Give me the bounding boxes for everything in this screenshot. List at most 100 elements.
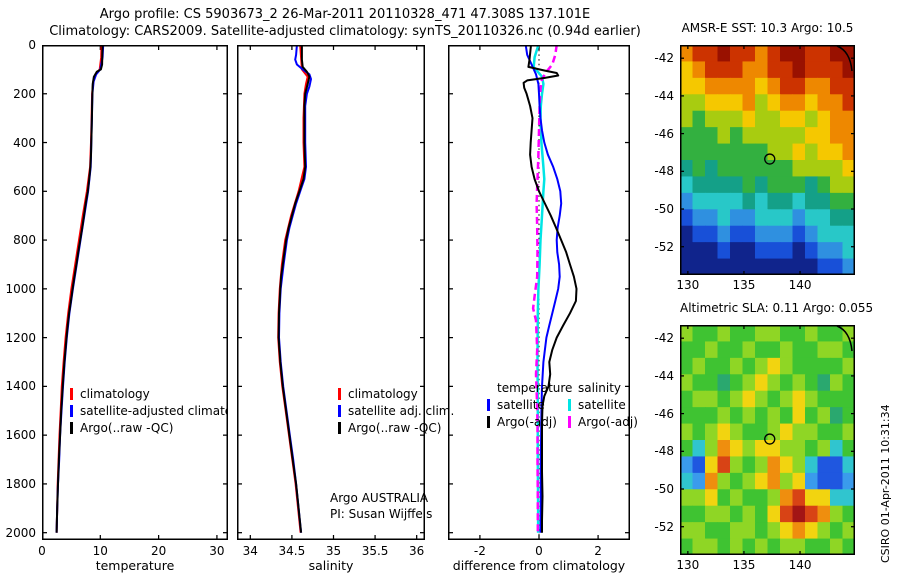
legend-marker xyxy=(70,405,73,417)
heatmap-cell xyxy=(717,258,731,275)
heatmap-cell xyxy=(692,160,706,177)
heatmap-cell xyxy=(842,489,855,507)
heatmap-cell xyxy=(680,341,693,359)
heatmap-cell xyxy=(730,127,743,145)
legend-group-salinity: salinity satellite Argo(-adj) xyxy=(568,380,638,431)
heatmap-cell xyxy=(817,357,831,375)
map-y-tick-label: -52 xyxy=(654,239,674,254)
heatmap-cell xyxy=(755,407,768,425)
heatmap-cell xyxy=(730,143,743,161)
heatmap-cell xyxy=(767,127,781,145)
map-y-tick-label: -44 xyxy=(654,368,674,383)
heatmap-cell xyxy=(792,522,806,540)
heatmap-cell xyxy=(755,440,768,457)
argo-australia-annotation: Argo AUSTRALIA PI: Susan Wijffels xyxy=(330,490,432,522)
heatmap-cell xyxy=(680,489,693,507)
heatmap-cell xyxy=(817,209,831,227)
legend-item: satellite xyxy=(568,397,638,414)
heatmap-cell xyxy=(680,242,693,260)
heatmap-cell xyxy=(755,225,768,243)
heatmap-cell xyxy=(830,225,843,243)
heatmap-cell xyxy=(792,538,806,555)
heatmap-cell xyxy=(830,242,843,260)
temperature-axis-label: temperature xyxy=(95,558,175,573)
legend-marker xyxy=(487,399,490,411)
coast-contour xyxy=(836,45,853,72)
heatmap-cell xyxy=(842,407,855,425)
heatmap-cell xyxy=(817,127,831,145)
heatmap-cell xyxy=(680,160,693,177)
heatmap-cell xyxy=(680,258,693,275)
heatmap-cell xyxy=(842,374,855,392)
difference-profile-canvas xyxy=(448,45,630,540)
heatmap-cell xyxy=(792,176,806,194)
heatmap-cell xyxy=(692,45,706,62)
heatmap-cell xyxy=(780,407,793,425)
heatmap-cell xyxy=(742,176,756,194)
heatmap-cell xyxy=(830,192,843,210)
heatmap-cell xyxy=(767,456,781,474)
sla-map-canvas xyxy=(680,325,855,555)
heatmap-cell xyxy=(692,341,706,359)
heatmap-cell xyxy=(705,390,718,408)
float-location-marker xyxy=(764,153,776,165)
heatmap-cell xyxy=(742,242,756,260)
heatmap-cell xyxy=(717,61,731,79)
series-satellite-adjusted-climatology xyxy=(55,45,105,533)
heatmap-cell xyxy=(805,357,818,375)
heatmap-cell xyxy=(742,45,756,62)
heatmap-cell xyxy=(692,374,706,392)
heatmap-cells xyxy=(680,45,855,275)
heatmap-cell xyxy=(830,341,843,359)
heatmap-cell xyxy=(730,160,743,177)
heatmap-cell xyxy=(767,225,781,243)
heatmap-cell xyxy=(805,472,818,490)
heatmap-cell xyxy=(705,143,718,161)
heatmap-cell xyxy=(717,325,731,342)
heatmap-cell xyxy=(692,209,706,227)
heatmap-cell xyxy=(792,110,806,128)
legend-item: Argo(..raw -QC) xyxy=(338,420,454,437)
heatmap-cell xyxy=(780,538,793,555)
coast-contour xyxy=(836,325,853,352)
heatmap-cell xyxy=(842,390,855,408)
heatmap-cell xyxy=(792,505,806,523)
heatmap-cell xyxy=(742,225,756,243)
heatmap-cell xyxy=(730,110,743,128)
heatmap-cell xyxy=(805,258,818,275)
heatmap-cell xyxy=(842,160,855,177)
heatmap-cell xyxy=(730,357,743,375)
heatmap-cell xyxy=(817,258,831,275)
heatmap-cell xyxy=(842,94,855,112)
heatmap-cell xyxy=(717,522,731,540)
heatmap-cell xyxy=(730,258,743,275)
heatmap-cell xyxy=(755,341,768,359)
legend-marker xyxy=(568,399,571,411)
heatmap-cell xyxy=(805,94,818,112)
heatmap-cell xyxy=(705,407,718,425)
heatmap-cell xyxy=(730,472,743,490)
heatmap-cell xyxy=(717,192,731,210)
heatmap-cell xyxy=(780,357,793,375)
temperature-profile-canvas xyxy=(42,45,228,540)
heatmap-cell xyxy=(780,325,793,342)
heatmap-cell xyxy=(692,110,706,128)
heatmap-cell xyxy=(730,341,743,359)
heatmap-cell xyxy=(767,472,781,490)
heatmap-cell xyxy=(842,472,855,490)
heatmap-cell xyxy=(805,341,818,359)
heatmap-cell xyxy=(680,325,693,342)
legend-item: satellite adj. clim. xyxy=(338,403,454,420)
heatmap-cell xyxy=(767,341,781,359)
heatmap-cell xyxy=(742,538,756,555)
heatmap-cell xyxy=(730,192,743,210)
heatmap-cell xyxy=(780,160,793,177)
heatmap-cell xyxy=(717,225,731,243)
series-salinity-argo-adjusted xyxy=(531,45,558,533)
heatmap-cell xyxy=(742,505,756,523)
heatmap-cell xyxy=(780,489,793,507)
heatmap-cell xyxy=(692,94,706,112)
heatmap-cell xyxy=(817,472,831,490)
heatmap-cell xyxy=(730,209,743,227)
heatmap-cell xyxy=(817,176,831,194)
